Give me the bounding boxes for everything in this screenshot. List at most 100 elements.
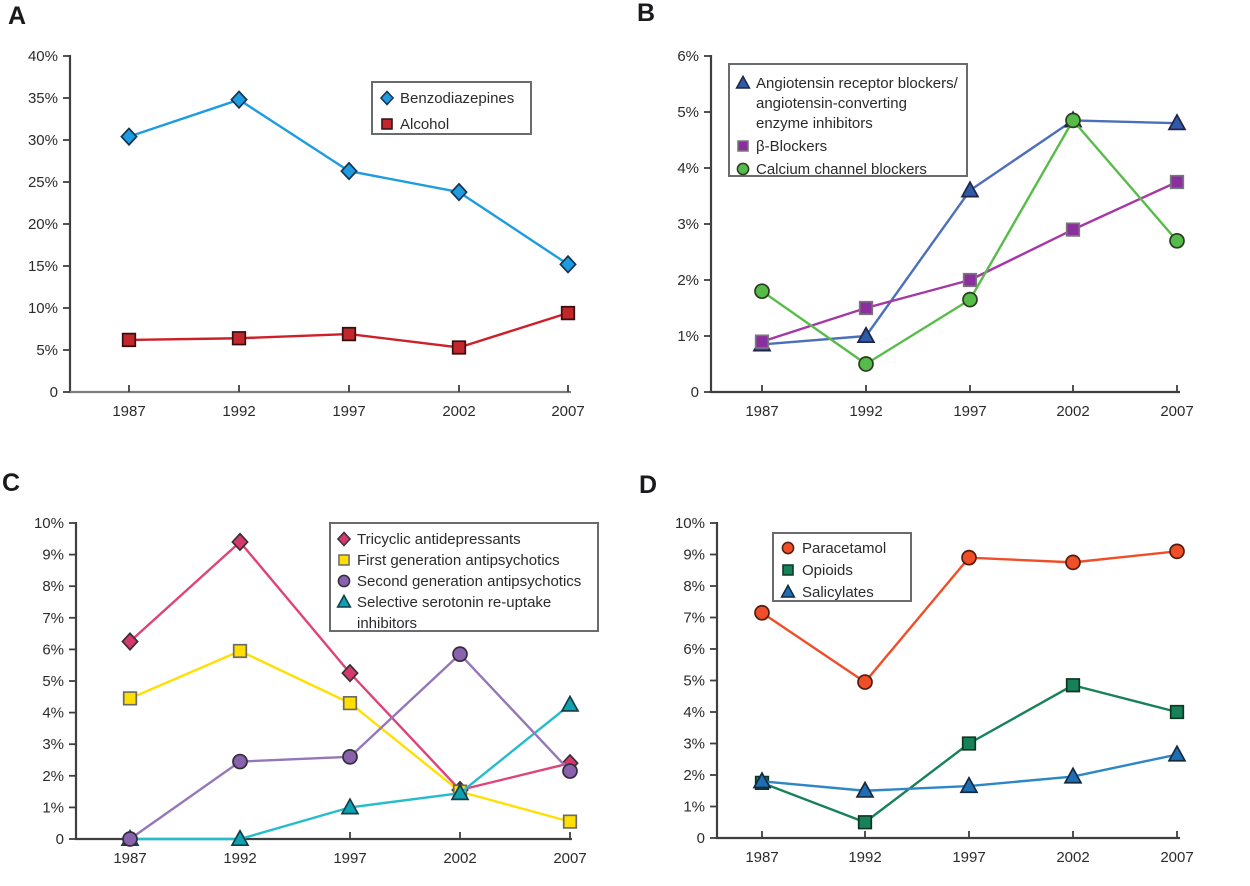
y-tick-label: 6%	[42, 641, 64, 658]
marker-opioids	[1065, 678, 1081, 693]
marker-alcohol	[451, 340, 467, 355]
y-tick-label: 10%	[28, 300, 58, 317]
y-tick-label: 6%	[677, 48, 699, 65]
series-line-blockers	[760, 180, 1179, 343]
series-line-opioids	[760, 684, 1179, 824]
legend-label-paracetamol: Paracetamol	[802, 540, 886, 557]
x-tick-label: 2002	[1056, 403, 1089, 420]
y-tick-label: 9%	[683, 547, 705, 564]
panel-d: D 0 1% 2% 3% 4% 5% 6% 7% 8% 9% 10% 1987 1992 1997 2002…	[625, 443, 1250, 886]
y-tick-label: 0	[56, 831, 64, 848]
marker-calcium-channel-blockers	[858, 356, 874, 372]
marker-opioids	[961, 736, 977, 751]
marker-alcohol	[231, 331, 247, 346]
marker-tricyclic-antidepressants	[231, 532, 249, 552]
legend-marker-calcium-channel-blockers	[736, 162, 750, 176]
marker-angiotensin-receptor-blockers-angiotensi	[960, 180, 980, 198]
legend-label-calcium-channel-blockers: Calcium channel blockers	[756, 161, 927, 178]
marker-benzodiazepines	[230, 90, 248, 110]
marker-salicylates	[855, 780, 875, 798]
panel-c: C 0 1% 2% 3% 4% 5% 6% 7% 8% 9% 10% 1987 1992 1997 2002…	[0, 443, 625, 886]
y-tick-label: 3%	[677, 216, 699, 233]
legend-marker-first-generation-antipsychotics	[338, 554, 350, 566]
y-tick-label: 15%	[28, 258, 58, 275]
y-tick-label: 8%	[683, 578, 705, 595]
y-tick-label: 1%	[677, 328, 699, 345]
y-tick-label: 1%	[42, 799, 64, 816]
panel-c-letter: C	[2, 469, 21, 497]
legend-box	[772, 532, 912, 602]
x-tick-label: 1992	[849, 403, 882, 420]
marker-angiotensin-receptor-blockers-angiotensi	[1167, 113, 1187, 131]
panel-c-chart: 0 1% 2% 3% 4% 5% 6% 7% 8% 9% 10% 1987 1992 1997 2002 20…	[34, 515, 599, 867]
y-tick-label: 7%	[42, 610, 64, 627]
x-tick-label: 2002	[1056, 849, 1089, 866]
legend-label-first-generation-antipsychotics: First generation antipsychotics	[357, 552, 560, 569]
y-tick-label: 2%	[683, 767, 705, 784]
marker-selective-serotonin-re-uptake-inhibitors	[450, 783, 470, 801]
marker-benzodiazepines	[450, 182, 468, 202]
y-tick-label: 4%	[677, 160, 699, 177]
legend-label-angiotensin-receptor-blockers-angiotensi: enzyme inhibitors	[756, 115, 873, 132]
y-tick-label: 0	[691, 384, 699, 401]
marker-tricyclic-antidepressants	[121, 632, 139, 651]
legend-marker-blockers	[737, 140, 749, 152]
y-tick-label: 25%	[28, 174, 58, 191]
series-line-selective-serotonin-re-uptake-inhibitors	[128, 703, 572, 841]
panel-d-chart: 0 1% 2% 3% 4% 5% 6% 7% 8% 9% 10% 1987 1992 1997 2002 20…	[675, 515, 1194, 866]
marker-paracetamol	[961, 549, 977, 566]
marker-tricyclic-antidepressants	[341, 663, 359, 683]
marker-second-generation-antipsychotics	[122, 831, 138, 847]
marker-alcohol	[341, 326, 357, 342]
legend-marker-benzodiazepines	[379, 90, 395, 106]
marker-first-generation-antipsychotics	[122, 691, 138, 706]
marker-blockers	[754, 334, 770, 349]
marker-benzodiazepines	[559, 254, 577, 274]
panel-a: A 0 5% 10% 15% 20% 25% 30% 35% 40% 1987 1992 1997 20…	[0, 0, 625, 443]
x-tick-label: 2002	[442, 403, 475, 420]
y-tick-label: 10%	[34, 515, 64, 532]
x-tick-label: 2002	[443, 850, 476, 867]
x-tick-label: 1997	[952, 849, 985, 866]
y-tick-label: 9%	[42, 547, 64, 564]
y-tick-label: 5%	[42, 673, 64, 690]
legend-marker-alcohol	[381, 118, 393, 130]
x-tick-label: 2007	[553, 850, 586, 867]
y-tick-label: 1%	[683, 799, 705, 816]
y-tick-label: 0	[50, 384, 58, 401]
x-tick-label: 2007	[551, 403, 584, 420]
marker-opioids	[857, 815, 873, 830]
y-tick-label: 3%	[683, 736, 705, 753]
marker-alcohol	[121, 332, 137, 348]
legend-label-angiotensin-receptor-blockers-angiotensi: angiotensin-converting	[756, 95, 907, 112]
marker-second-generation-antipsychotics	[452, 646, 468, 662]
legend-label-alcohol: Alcohol	[400, 116, 449, 133]
marker-calcium-channel-blockers	[754, 283, 770, 300]
marker-salicylates	[1063, 766, 1083, 784]
marker-angiotensin-receptor-blockers-angiotensi	[856, 325, 876, 344]
x-tick-label: 1997	[953, 403, 986, 420]
legend-label-selective-serotonin-re-uptake-inhibitors: inhibitors	[357, 615, 417, 632]
marker-paracetamol	[857, 674, 873, 690]
marker-selective-serotonin-re-uptake-inhibitors	[230, 828, 250, 847]
panel-d-letter: D	[639, 471, 658, 499]
marker-first-generation-antipsychotics	[232, 643, 248, 659]
legend-label-angiotensin-receptor-blockers-angiotensi: Angiotensin receptor blockers/	[756, 75, 959, 92]
marker-salicylates	[1167, 744, 1187, 762]
x-tick-label: 1992	[223, 850, 256, 867]
panel-a-chart: 0 5% 10% 15% 20% 25% 30% 35% 40% 1987 1992 1997 2002…	[28, 48, 585, 420]
marker-selective-serotonin-re-uptake-inhibitors	[340, 797, 360, 815]
legend-marker-paracetamol	[781, 541, 795, 555]
y-tick-label: 20%	[28, 216, 58, 233]
legend-marker-opioids	[782, 564, 794, 576]
legend-label-second-generation-antipsychotics: Second generation antipsychotics	[357, 573, 581, 590]
legend-label-selective-serotonin-re-uptake-inhibitors: Selective serotonin re-uptake	[357, 594, 551, 611]
marker-second-generation-antipsychotics	[232, 753, 248, 770]
marker-paracetamol	[754, 604, 770, 621]
legend-box	[371, 81, 532, 135]
y-tick-label: 10%	[675, 515, 705, 532]
marker-blockers	[858, 300, 874, 316]
x-tick-label: 1987	[112, 403, 145, 420]
x-tick-label: 1987	[745, 403, 778, 420]
